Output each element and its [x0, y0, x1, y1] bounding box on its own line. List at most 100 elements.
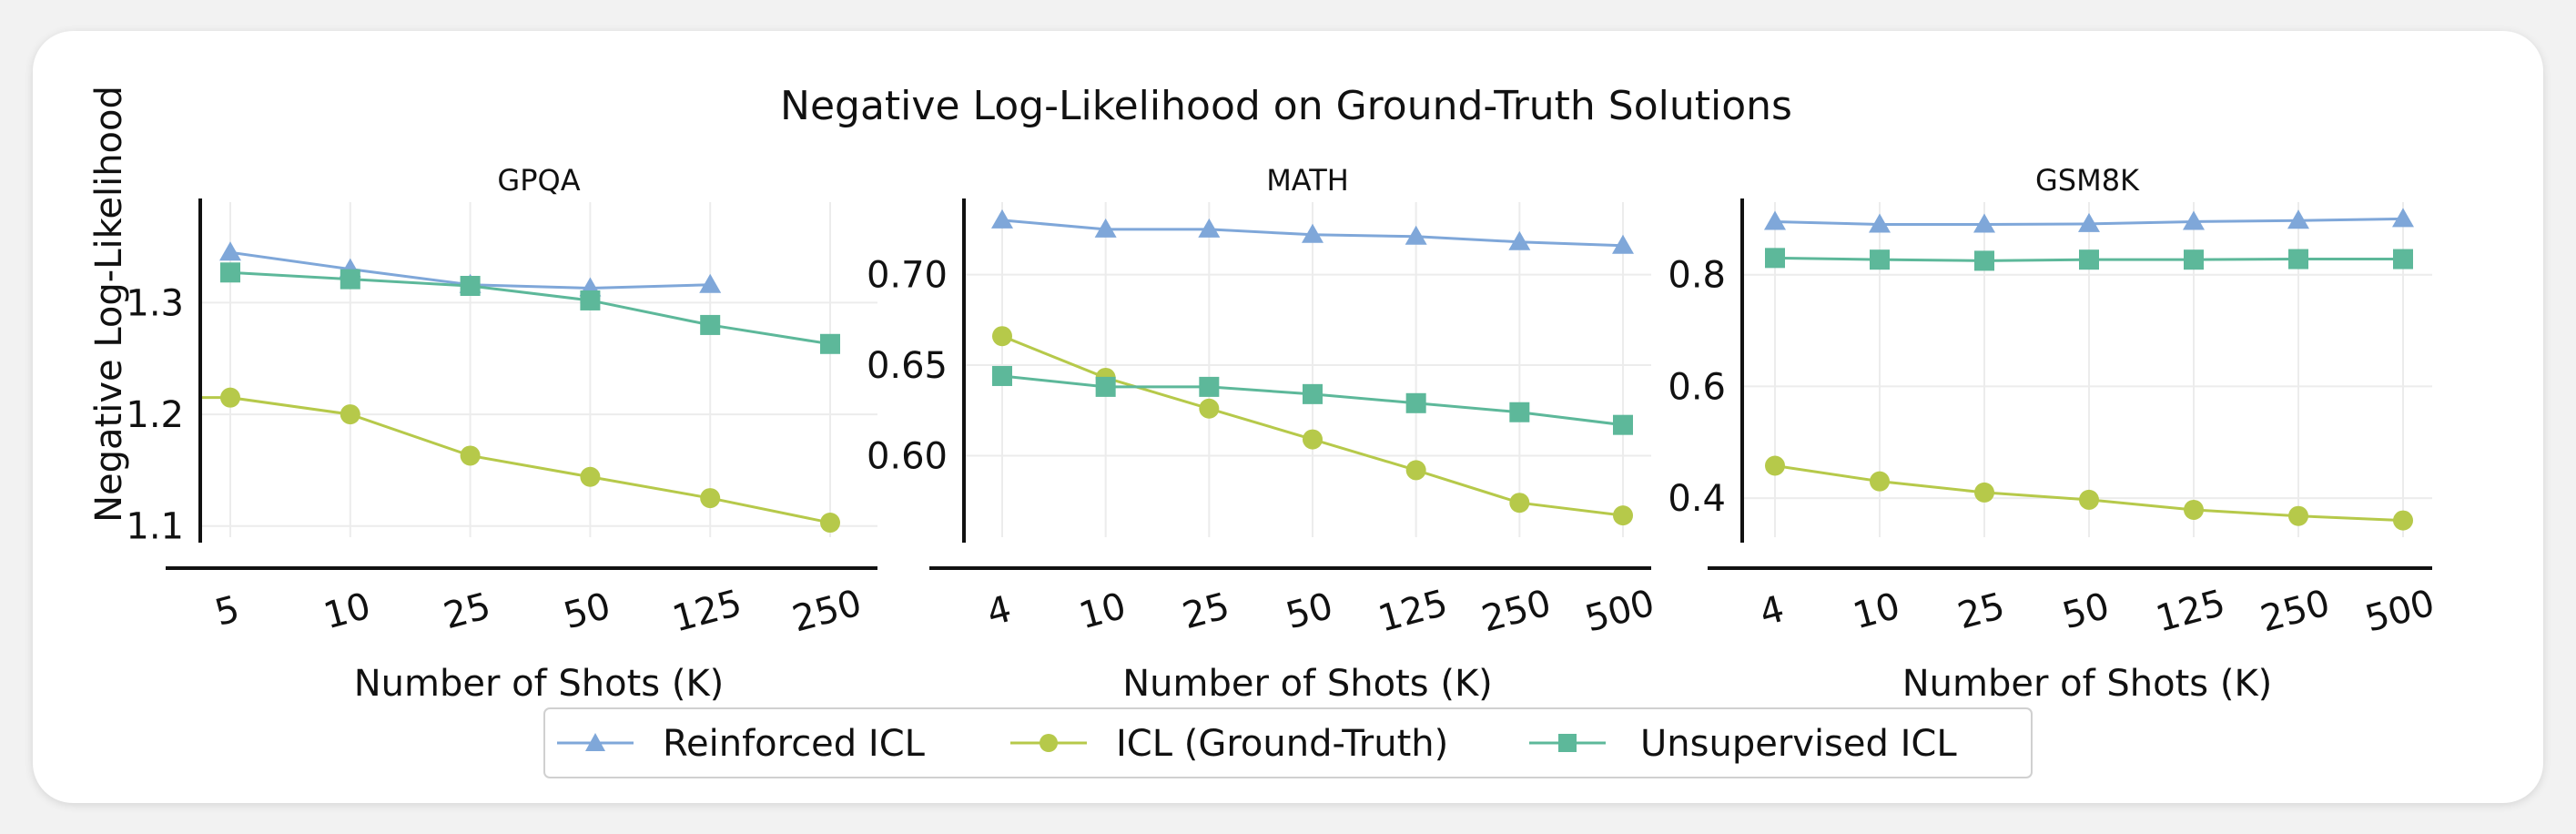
series-unsupervised-icl [1765, 248, 2413, 271]
x-tick-label: 4 [982, 588, 1015, 635]
data-point [992, 326, 1012, 347]
data-point [1302, 223, 1323, 243]
data-point [220, 387, 240, 408]
series-unsupervised-icl [220, 262, 840, 354]
figure-svg: Negative Log-Likelihood on Ground-Truth … [88, 83, 2439, 778]
data-point [991, 208, 1013, 229]
x-tick-label: 25 [440, 585, 495, 638]
series-reinforced-icl [1764, 208, 2414, 233]
data-point [1303, 429, 1323, 450]
x-tick-label: 25 [1953, 585, 2009, 638]
data-point [700, 314, 721, 335]
data-point [820, 513, 840, 534]
data-point [2183, 210, 2205, 230]
series-reinforced-icl [991, 208, 1634, 254]
x-tick-label: 500 [2361, 582, 2439, 640]
figure-card: Negative Log-Likelihood on Ground-Truth … [33, 31, 2543, 803]
legend-label-unsupervised: Unsupervised ICL [1640, 723, 1957, 765]
data-point [820, 333, 840, 354]
y-axis-label: Negative Log-Likelihood [88, 86, 130, 523]
data-point [1095, 376, 1116, 397]
series-line [202, 396, 831, 524]
x-tick-label: 10 [319, 585, 375, 638]
data-point [1509, 402, 1530, 422]
data-point [699, 273, 722, 293]
x-tick-label: 125 [668, 582, 746, 640]
panel-title: GSM8K [2035, 163, 2140, 198]
data-point [1870, 249, 1890, 270]
data-point [700, 488, 721, 509]
data-point [1405, 460, 1426, 481]
y-tick-label: 0.60 [867, 435, 948, 477]
figure-title: Negative Log-Likelihood on Ground-Truth … [780, 83, 1792, 129]
x-tick-label: 250 [2257, 582, 2335, 640]
y-tick-label: 1.1 [126, 506, 184, 548]
x-tick-label: 50 [559, 585, 614, 638]
data-point [2393, 249, 2413, 270]
data-point [1973, 213, 1995, 233]
data-point [2184, 499, 2204, 520]
data-point [1198, 218, 1221, 238]
x-tick-label: 10 [1849, 585, 1904, 638]
series-line [229, 270, 831, 346]
data-point [992, 365, 1012, 386]
x-tick-label: 50 [2058, 585, 2114, 638]
data-point [1764, 210, 1786, 230]
x-tick-label: 5 [210, 588, 243, 635]
chart-panels: GPQA 1.1 1.2 1.3 5 10 25 50 125 250 Number of Shot… [126, 163, 2439, 705]
data-point [2079, 249, 2099, 270]
data-point [1405, 392, 1426, 413]
data-point [580, 466, 601, 487]
data-point [1613, 505, 1633, 526]
square-marker-icon [1558, 734, 1577, 752]
data-point [580, 290, 601, 310]
y-tick-label: 0.70 [867, 255, 948, 297]
data-point [1508, 230, 1531, 250]
data-point [1870, 471, 1890, 492]
data-point [460, 445, 481, 466]
panel-gsm8k: GSM8K 0.4 0.6 0.8 4 10 25 50 125 250 500 Number of … [1668, 163, 2439, 705]
y-tick-label: 0.6 [1668, 366, 1726, 408]
data-point [340, 269, 360, 290]
x-tick-label: 125 [2152, 582, 2230, 640]
data-point [1612, 234, 1634, 254]
data-point [1199, 398, 1220, 419]
data-point [220, 262, 240, 283]
data-point [2393, 510, 2413, 531]
x-tick-label: 4 [1755, 588, 1788, 635]
y-tick-label: 1.2 [126, 394, 184, 436]
x-axis-label: Number of Shots (K) [1122, 663, 1493, 705]
x-axis-label: Number of Shots (K) [354, 663, 725, 705]
data-point [1509, 493, 1530, 514]
data-point [1974, 482, 1994, 503]
data-point [1765, 248, 1785, 269]
data-point [1405, 225, 1427, 245]
legend-label-icl-ground-truth: ICL (Ground-Truth) [1116, 723, 1448, 765]
x-axis-label: Number of Shots (K) [1902, 663, 2273, 705]
data-point [1613, 414, 1633, 435]
y-tick-label: 0.4 [1668, 478, 1726, 520]
legend-frame [543, 707, 2033, 778]
panel-math: MATH 0.60 0.65 0.70 4 10 25 50 125 250 500 Number o… [867, 163, 1659, 705]
data-point [2078, 212, 2100, 232]
legend-label-reinforced: Reinforced ICL [663, 723, 926, 765]
data-point [1974, 250, 1994, 271]
y-tick-label: 0.8 [1668, 255, 1726, 297]
data-point [1765, 455, 1785, 476]
x-tick-label: 250 [788, 582, 867, 640]
y-tick-label: 1.3 [126, 282, 184, 324]
legend: Reinforced ICL ICL (Ground-Truth) Unsupe… [543, 707, 2033, 778]
x-tick-label: 500 [1581, 582, 1659, 640]
panel-gpqa: GPQA 1.1 1.2 1.3 5 10 25 50 125 250 Number of Shot… [126, 163, 877, 705]
data-point [340, 404, 360, 425]
circle-marker-icon [1040, 734, 1058, 752]
series-icl-ground-truth [202, 387, 840, 534]
data-point [2079, 489, 2099, 510]
x-tick-label: 250 [1477, 582, 1556, 640]
data-point [2288, 249, 2308, 270]
data-point [2288, 505, 2308, 526]
x-tick-label: 50 [1282, 585, 1337, 638]
data-point [2184, 249, 2204, 270]
triangle-marker-icon [585, 733, 605, 751]
data-point [219, 241, 241, 261]
